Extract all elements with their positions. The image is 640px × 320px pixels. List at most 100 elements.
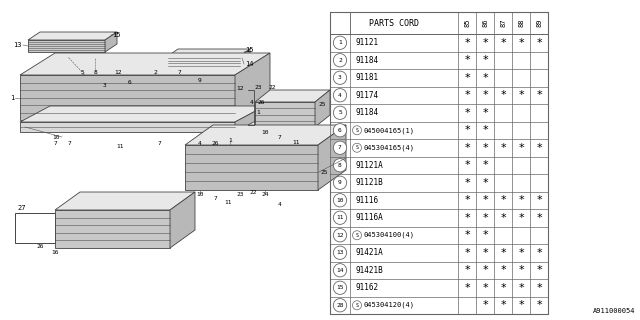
Text: 15: 15 [336,285,344,290]
Text: 23: 23 [236,191,244,196]
Text: *: * [482,125,488,135]
Text: 22: 22 [249,189,257,195]
Text: S: S [356,145,358,150]
Circle shape [333,159,347,172]
Text: *: * [464,230,470,240]
Polygon shape [20,106,265,122]
Text: 10: 10 [261,130,269,134]
Text: 91116: 91116 [355,196,378,205]
Circle shape [333,246,347,260]
Text: *: * [482,90,488,100]
Text: 16: 16 [51,250,59,254]
Text: 85: 85 [464,19,470,27]
Text: 26: 26 [211,140,219,146]
Text: 88: 88 [518,19,524,27]
Text: 91116A: 91116A [355,213,383,222]
Text: 045304100(4): 045304100(4) [363,232,414,238]
Text: *: * [536,265,542,275]
Text: 3: 3 [338,75,342,80]
Text: *: * [482,160,488,170]
Polygon shape [20,53,270,75]
Circle shape [353,143,362,152]
Text: *: * [500,265,506,275]
Text: 91121B: 91121B [355,178,383,187]
Text: 12: 12 [115,69,122,75]
Circle shape [333,89,347,102]
Text: *: * [500,143,506,153]
Text: 26: 26 [36,244,44,250]
Text: *: * [464,38,470,48]
Polygon shape [168,56,240,68]
Text: 7: 7 [68,140,72,146]
Text: *: * [536,90,542,100]
Text: *: * [464,55,470,65]
Text: *: * [518,265,524,275]
Text: 11: 11 [116,143,124,148]
Text: 22: 22 [268,84,276,90]
Text: *: * [500,38,506,48]
Text: 13: 13 [336,250,344,255]
Text: 14: 14 [245,61,253,67]
Text: 91421B: 91421B [355,266,383,275]
Polygon shape [55,192,195,210]
Text: *: * [482,73,488,83]
Text: 91184: 91184 [355,108,378,117]
Text: 91421A: 91421A [355,248,383,257]
Text: 25: 25 [318,101,326,107]
Text: 1: 1 [10,95,14,101]
Text: 8: 8 [93,69,97,75]
Text: *: * [536,248,542,258]
Polygon shape [185,145,318,190]
Polygon shape [235,106,265,132]
Text: 15: 15 [112,32,120,38]
Text: 1: 1 [338,40,342,45]
Text: 11: 11 [224,199,232,204]
Circle shape [333,228,347,242]
Polygon shape [20,75,235,120]
Polygon shape [185,125,346,145]
Text: *: * [482,178,488,188]
Text: 12: 12 [236,85,244,91]
Text: 86: 86 [482,19,488,27]
Text: *: * [500,90,506,100]
Text: *: * [536,143,542,153]
Text: 5: 5 [80,69,84,75]
Polygon shape [55,210,170,248]
Text: *: * [482,108,488,118]
Text: 4: 4 [250,100,254,105]
Text: 1: 1 [256,109,260,115]
Polygon shape [235,53,270,120]
Polygon shape [315,90,330,127]
Circle shape [353,126,362,135]
Polygon shape [20,122,235,132]
Polygon shape [168,49,250,56]
Text: 7: 7 [53,140,57,146]
Text: 7: 7 [278,134,282,140]
Text: 8: 8 [338,163,342,168]
Circle shape [333,176,347,189]
Text: *: * [482,230,488,240]
Polygon shape [255,90,330,102]
Circle shape [333,281,347,294]
Text: 6: 6 [128,79,132,84]
Text: *: * [482,300,488,310]
Text: *: * [464,108,470,118]
Text: *: * [464,213,470,223]
Text: *: * [518,90,524,100]
Text: *: * [464,125,470,135]
Text: *: * [518,143,524,153]
Text: 7: 7 [178,69,182,75]
Text: 9: 9 [338,180,342,185]
Text: 28: 28 [336,303,344,308]
Text: 7: 7 [213,196,217,202]
Text: *: * [464,265,470,275]
Text: *: * [500,195,506,205]
Text: S: S [356,128,358,133]
Polygon shape [318,125,346,190]
Text: *: * [500,300,506,310]
Text: *: * [518,283,524,293]
Text: *: * [464,195,470,205]
Text: 4: 4 [338,93,342,98]
Bar [330,12,548,314]
Circle shape [333,299,347,312]
